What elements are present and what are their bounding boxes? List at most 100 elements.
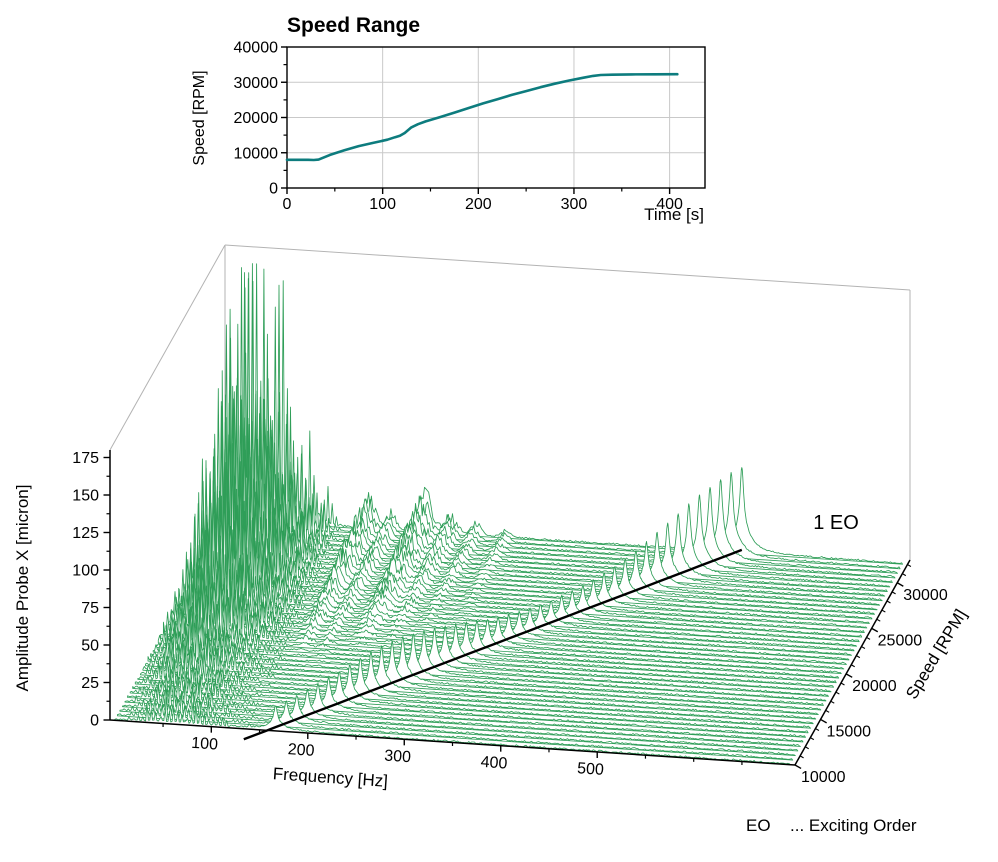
speed-minor-tick (815, 728, 820, 731)
speed-tick-label: 30000 (903, 587, 948, 604)
spectrum-row (152, 626, 829, 697)
speed-minor-tick (881, 609, 886, 613)
speed-tick (820, 718, 827, 724)
spectrum-row (198, 385, 875, 615)
spectrum-row (116, 697, 794, 761)
spectrum-row (129, 671, 806, 738)
speed-range-chart: 0 100 200 300 400 0 10000 20000 30000 40000 (234, 40, 706, 214)
spectrum-row (150, 609, 827, 702)
speed-minor-tick (835, 691, 840, 695)
amp-tick-label: 125 (72, 525, 99, 542)
spectrum-row (134, 657, 812, 729)
amp-tick-label: 75 (81, 600, 99, 617)
eo-footnote-text: ... Exciting Order (790, 816, 917, 835)
speed-axis (794, 559, 911, 766)
spectrum-row (211, 398, 888, 593)
speed-minor-tick (856, 655, 861, 659)
spectrum-row (208, 405, 886, 597)
x-tick-label: 200 (465, 196, 492, 213)
waterfall-zlabel: Speed [RPM] (902, 606, 970, 702)
spectrum-row (132, 664, 809, 734)
amp-tick-label: 0 (90, 713, 99, 730)
speed-curve (285, 72, 679, 162)
amp-tick-label: 100 (72, 563, 99, 580)
speed-minor-tick (907, 564, 912, 567)
speed-chart-ticks: 0 100 200 300 400 0 10000 20000 30000 40000 (234, 40, 684, 214)
speed-minor-tick (866, 636, 871, 640)
spectrum-row (214, 375, 891, 588)
waterfall-plot: 0 25 50 75 100 125 150 175 100 200 300 400 500 10000 1… (72, 244, 948, 786)
x-tick-label: 100 (369, 196, 396, 213)
y-tick-label: 0 (269, 181, 278, 198)
spectrum-row (122, 679, 799, 752)
spectrum-row (155, 599, 832, 693)
speed-minor-tick (825, 709, 830, 713)
x-tick-label: 400 (656, 196, 683, 213)
spectrum-row (124, 680, 801, 747)
spectrum-row (157, 587, 835, 688)
freq-tick-label: 200 (287, 741, 315, 760)
frame-edge (224, 244, 911, 291)
spectrum-row (206, 393, 883, 602)
amp-tick-label: 150 (72, 488, 99, 505)
spectrum-row (216, 287, 893, 583)
speed-minor-tick (876, 618, 881, 622)
speed-tick (896, 582, 904, 587)
freq-tick-label: 500 (577, 760, 605, 779)
speed-chart-xlabel: Time [s] (644, 205, 704, 224)
spectrum-row (191, 461, 868, 629)
eo-footnote-abbr: EO (746, 816, 771, 835)
speed-tick-label: 10000 (801, 769, 846, 786)
spectrum-row (127, 676, 804, 743)
speed-tick-label: 15000 (827, 723, 872, 740)
waterfall-ylabel: Amplitude Probe X [micron] (13, 485, 32, 692)
frame-edge (109, 244, 226, 451)
speed-minor-tick (810, 737, 815, 741)
speed-tick-label: 25000 (878, 632, 923, 649)
y-tick-label: 10000 (234, 145, 279, 162)
waterfall-axes: 0 25 50 75 100 125 150 175 100 200 300 400 500 10000 1… (72, 450, 948, 786)
spectrum-row (162, 566, 840, 679)
spectrum-row (137, 645, 814, 725)
x-tick-label: 300 (561, 196, 588, 213)
spectrum-row (142, 640, 819, 716)
speed-chart-title: Speed Range (287, 14, 420, 37)
spectrum-row (119, 691, 796, 757)
amp-tick-label: 175 (72, 450, 99, 467)
speed-minor-tick (902, 573, 907, 577)
freq-tick-label: 300 (384, 747, 412, 766)
spectrum-row (203, 385, 881, 606)
spectrum-row (145, 628, 822, 711)
speed-minor-tick (840, 682, 845, 686)
y-tick-label: 20000 (234, 110, 279, 127)
spectrum-row (160, 575, 837, 684)
eo-order-line (243, 548, 743, 741)
speed-chart-ylabel: Speed [RPM] (191, 70, 208, 165)
freq-tick-label: 100 (191, 735, 219, 754)
spectrum-row (185, 442, 863, 638)
speed-chart-grid (287, 47, 705, 188)
speed-tick (845, 673, 853, 678)
speed-tick-label: 20000 (852, 678, 897, 695)
spectrum-row (224, 267, 901, 570)
amp-tick-label: 50 (81, 638, 99, 655)
speed-minor-tick (830, 700, 835, 704)
spectrum-row (139, 645, 817, 720)
speed-minor-tick (891, 591, 896, 595)
spectrum-row (219, 323, 896, 579)
freq-tick-label: 400 (480, 754, 508, 773)
speed-minor-tick (799, 755, 804, 759)
spectrum-row (188, 492, 865, 634)
spectrum-row (193, 449, 870, 624)
speed-minor-tick (850, 664, 855, 668)
spectrum-row (165, 565, 842, 675)
spectrum-row (226, 263, 904, 565)
speed-minor-tick (804, 746, 809, 750)
waterfall-mesh (114, 263, 904, 766)
spectrum-row (221, 272, 898, 574)
speed-minor-tick (886, 600, 891, 604)
waterfall-xlabel: Frequency [Hz] (272, 764, 388, 791)
speed-tick (794, 764, 802, 770)
